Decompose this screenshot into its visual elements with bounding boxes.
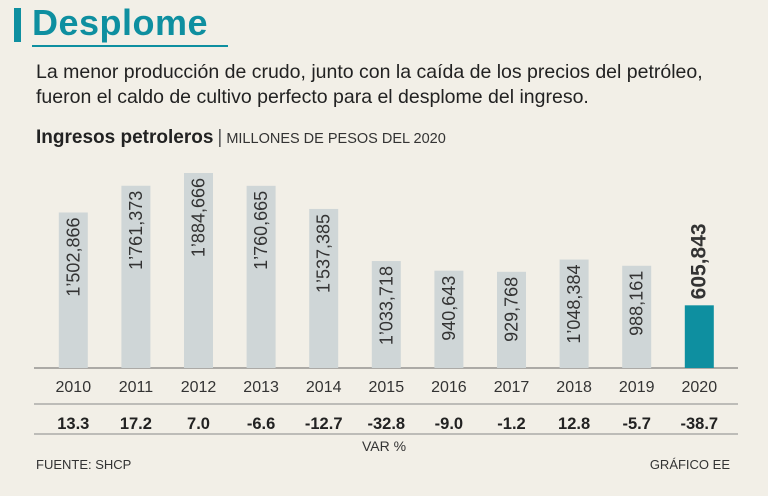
tick-label-2013: 2013 — [243, 379, 279, 396]
bar-2017 — [497, 271, 526, 368]
bar-2012 — [184, 173, 213, 368]
value-label-2014: 1’537,385 — [314, 214, 334, 293]
tick-label-2020: 2020 — [682, 379, 718, 396]
graphic-credit: GRÁFICO EE — [649, 457, 730, 472]
tick-label-2015: 2015 — [369, 379, 405, 396]
chart-heading: Ingresos petroleros | MILLONES DE PESOS DE… — [36, 127, 446, 149]
source-note: FUENTE: SHCP — [36, 457, 132, 472]
bar-2014 — [309, 208, 339, 368]
value-label-2020: 605,843 — [687, 223, 710, 299]
title-accent-bar — [14, 8, 21, 42]
value-label-2017: 929,768 — [502, 277, 522, 342]
var-value-2018: 12.8 — [558, 415, 590, 433]
value-label-2016: 940,643 — [439, 276, 459, 341]
value-label-2012: 1’884,666 — [189, 178, 209, 257]
tick-label-2012: 2012 — [181, 379, 217, 396]
tick-label-2019: 2019 — [619, 379, 655, 396]
title-underline — [32, 45, 228, 47]
var-value-2020: -38.7 — [680, 415, 718, 433]
bar-2010 — [58, 212, 88, 368]
tick-label-2011: 2011 — [119, 379, 154, 396]
bar-2019 — [622, 265, 652, 368]
bar-2013 — [246, 185, 276, 368]
value-label-2013: 1’760,665 — [251, 191, 271, 270]
var-value-2014: -12.7 — [305, 415, 343, 433]
value-label-2010: 1’502,866 — [63, 218, 83, 297]
bar-2018 — [559, 259, 589, 368]
var-value-2011: 17.2 — [120, 415, 152, 433]
tick-label-2016: 2016 — [431, 379, 467, 396]
value-label-2011: 1’761,373 — [126, 191, 146, 270]
var-value-2012: 7.0 — [187, 415, 210, 433]
chart-heading-separator: | — [217, 127, 223, 148]
var-value-2017: -1.2 — [497, 415, 525, 433]
tick-label-2018: 2018 — [556, 379, 592, 396]
value-label-2019: 988,161 — [627, 271, 647, 336]
var-value-2016: -9.0 — [435, 415, 463, 433]
tick-label-2017: 2017 — [494, 379, 530, 396]
var-value-2010: 13.3 — [57, 415, 89, 433]
var-value-2015: -32.8 — [367, 415, 405, 433]
chart-heading-title: Ingresos petroleros — [36, 127, 214, 148]
var-value-2013: -6.6 — [247, 415, 275, 433]
var-value-2019: -5.7 — [622, 415, 650, 433]
value-label-2018: 1’048,384 — [564, 265, 584, 344]
bar-2020 — [684, 305, 714, 368]
bar-2016 — [434, 270, 464, 368]
tick-label-2014: 2014 — [306, 379, 342, 396]
bar-2015 — [371, 261, 401, 368]
var-label: VAR % — [362, 438, 406, 454]
bar-2011 — [121, 185, 151, 368]
tick-label-2010: 2010 — [56, 379, 92, 396]
subtitle: La menor producción de crudo, junto con … — [36, 61, 703, 108]
value-label-2015: 1’033,718 — [376, 266, 396, 345]
chart-units: MILLONES DE PESOS DEL 2020 — [226, 131, 446, 147]
page-title: Desplome — [32, 2, 209, 43]
